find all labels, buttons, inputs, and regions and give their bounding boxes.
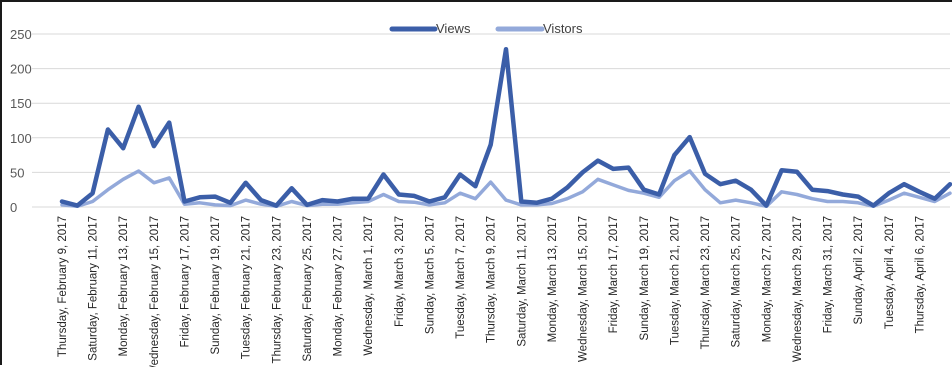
x-tick-label: Tuesday, February 21, 2017 — [241, 216, 253, 359]
x-tick-label: Thursday, March 23, 2017 — [700, 216, 712, 349]
x-tick-label: Tuesday, April 4, 2017 — [884, 216, 896, 329]
x-tick-label: Wednesday, March 29, 2017 — [792, 216, 804, 362]
x-tick-label: Tuesday, March 21, 2017 — [669, 216, 681, 345]
x-tick-label: Monday, March 13, 2017 — [547, 216, 559, 342]
x-tick-label: Sunday, March 19, 2017 — [639, 216, 651, 340]
x-tick-label: Thursday, March 9, 2017 — [486, 216, 498, 343]
y-tick-label: 50 — [10, 165, 24, 180]
y-axis-tick-labels: 0 50 100 150 200 250 — [10, 27, 32, 215]
x-tick-label: Saturday, February 11, 2017 — [88, 216, 100, 361]
x-tick-label: Friday, March 3, 2017 — [394, 216, 406, 327]
x-tick-label: Monday, February 27, 2017 — [333, 216, 345, 356]
x-tick-label: Thursday, February 23, 2017 — [271, 216, 283, 363]
y-tick-label: 0 — [10, 200, 17, 215]
x-tick-label: Friday, March 31, 2017 — [823, 216, 835, 333]
x-axis-tick-labels: Thursday, February 9, 2017 Saturday, Febr… — [57, 216, 926, 367]
series-line-views — [59, 46, 952, 208]
x-tick-label: Sunday, February 19, 2017 — [210, 216, 222, 355]
legend-label-vistors: Vistors — [543, 21, 583, 36]
x-tick-label: Wednesday, March 15, 2017 — [578, 216, 590, 362]
x-tick-label: Thursday, February 9, 2017 — [57, 216, 69, 357]
x-tick-label: Sunday, March 5, 2017 — [424, 216, 436, 334]
x-tick-label: Wednesday, March 1, 2017 — [363, 216, 375, 356]
x-tick-label: Tuesday, March 7, 2017 — [455, 216, 467, 339]
x-tick-label: Saturday, February 25, 2017 — [302, 216, 314, 362]
x-tick-label: Wednesday, February 15, 2017 — [149, 216, 161, 367]
legend-label-views: Views — [436, 21, 471, 36]
y-tick-label: 150 — [10, 96, 32, 111]
y-tick-label: 100 — [10, 131, 32, 146]
x-tick-label: Monday, February 13, 2017 — [118, 216, 130, 356]
legend: Views Vistors — [389, 21, 583, 36]
y-tick-label: 200 — [10, 62, 32, 77]
x-tick-label: Friday, February 17, 2017 — [179, 216, 191, 347]
series-lines — [59, 46, 952, 209]
x-tick-label: Monday, March 27, 2017 — [761, 216, 773, 342]
x-tick-label: Friday, March 17, 2017 — [608, 216, 620, 333]
x-tick-label: Sunday, April 2, 2017 — [853, 216, 865, 324]
series-line-vistors — [60, 169, 952, 209]
y-tick-label: 250 — [10, 27, 32, 42]
x-tick-label: Thursday, April 6, 2017 — [914, 216, 926, 333]
x-tick-label: Saturday, March 25, 2017 — [731, 216, 743, 347]
x-tick-label: Saturday, March 11, 2017 — [516, 216, 528, 347]
